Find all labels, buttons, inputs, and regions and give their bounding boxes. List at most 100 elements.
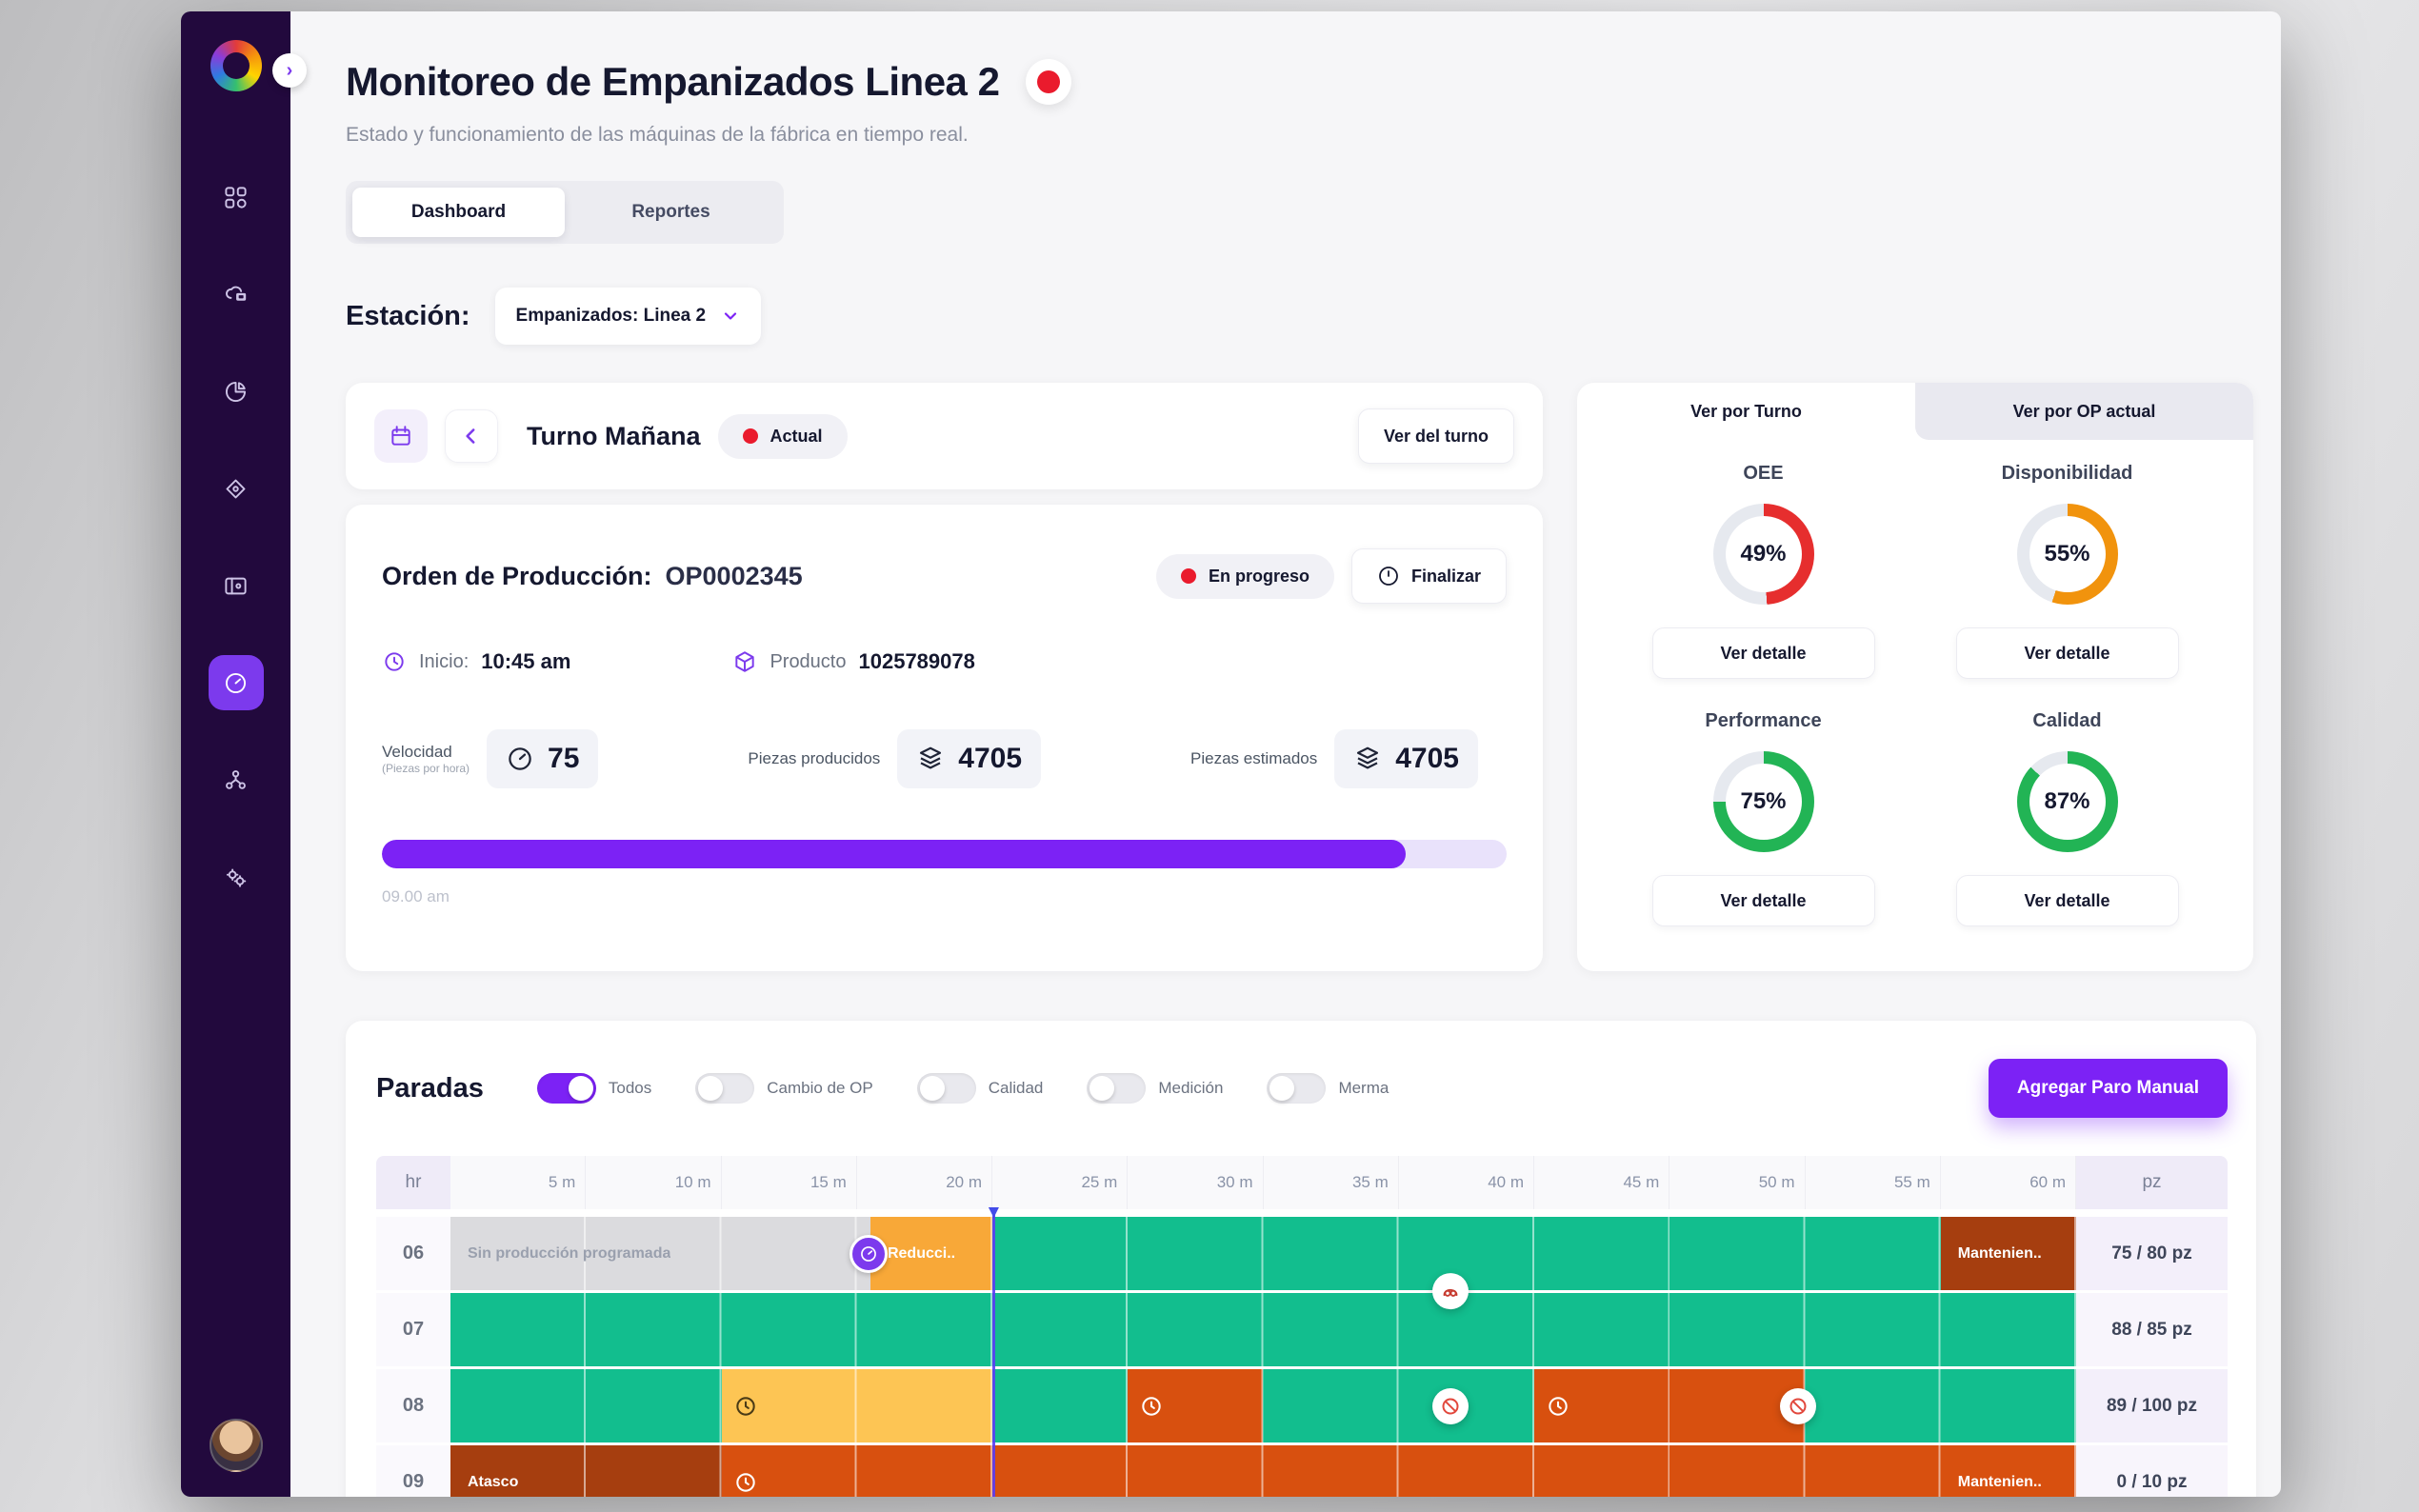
- calendar-button[interactable]: [374, 409, 428, 463]
- user-avatar[interactable]: [209, 1419, 263, 1472]
- view-shift-button[interactable]: Ver del turno: [1357, 408, 1514, 464]
- timeline-segment-stop[interactable]: Mantenien..: [1940, 1445, 2076, 1497]
- timeline-segment-running[interactable]: [450, 1369, 722, 1442]
- kpi-value: 49%: [1740, 541, 1787, 567]
- finish-order-button[interactable]: Finalizar: [1350, 548, 1507, 604]
- timeline-segment-running[interactable]: [1263, 1369, 1534, 1442]
- kpi-detail-button[interactable]: Ver detalle: [1651, 627, 1875, 679]
- segment-label: Atasco: [468, 1473, 519, 1490]
- timeline-segment-reduced[interactable]: Reducci..: [849, 1217, 992, 1290]
- produced-label: Piezas producidos: [748, 749, 881, 768]
- toggle-switch[interactable]: [1267, 1073, 1327, 1104]
- apps-grid-icon: [223, 185, 249, 210]
- production-order-card: Orden de Producción: OP0002345 En progre…: [346, 505, 1543, 971]
- timeline-segment-running[interactable]: [1805, 1369, 2076, 1442]
- clock-white-icon: [1139, 1394, 1164, 1419]
- sidebar-item-team-network[interactable]: [209, 752, 264, 807]
- order-status-badge: En progreso: [1155, 553, 1334, 599]
- tab-dashboard[interactable]: Dashboard: [352, 188, 565, 237]
- previous-shift-button[interactable]: [445, 409, 498, 463]
- station-select-value: Empanizados: Linea 2: [515, 306, 707, 326]
- view-shift-label: Ver del turno: [1383, 426, 1489, 446]
- current-time-marker: [991, 1209, 995, 1497]
- station-select[interactable]: Empanizados: Linea 2: [494, 288, 762, 345]
- sidebar-item-gauge[interactable]: [208, 655, 264, 710]
- sidebar-item-cloud-screen[interactable]: [209, 267, 264, 322]
- toggle-knob: [919, 1076, 945, 1101]
- kpi-calidad: Calidad 87% Ver detalle: [1915, 710, 2219, 945]
- filter-toggle-cambio-de-op[interactable]: Cambio de OP: [695, 1073, 873, 1104]
- timeline-segment-jam[interactable]: Atasco: [450, 1445, 722, 1497]
- filter-toggle-merma[interactable]: Merma: [1267, 1073, 1389, 1104]
- toggle-switch[interactable]: [1087, 1073, 1147, 1104]
- estimated-value: 4705: [1395, 743, 1459, 774]
- product-label: Producto: [770, 650, 847, 672]
- kpi-detail-button[interactable]: Ver detalle: [1955, 875, 2179, 926]
- timeline-segment-running[interactable]: [992, 1369, 1129, 1442]
- timeline-segment-idle[interactable]: Sin producción programada: [450, 1217, 870, 1290]
- timeline-segment-maintenance[interactable]: Mantenien..: [1940, 1217, 2076, 1290]
- hour-label: 07: [376, 1293, 450, 1366]
- filter-toggle-medición[interactable]: Medición: [1087, 1073, 1223, 1104]
- timeline-segment-running[interactable]: [991, 1217, 1941, 1290]
- chevron-down-icon: [724, 312, 737, 320]
- timeline-minute-header: 20 m: [857, 1156, 992, 1209]
- add-manual-stop-button[interactable]: Agregar Paro Manual: [1988, 1059, 2228, 1118]
- toggle-switch[interactable]: [536, 1073, 596, 1104]
- timeline-segment-stop[interactable]: [1128, 1369, 1264, 1442]
- kpi-tab-op-actual[interactable]: Ver por OP actual: [1915, 383, 2253, 440]
- toggle-knob: [698, 1076, 724, 1101]
- pieces-count: 75 / 80 pz: [2076, 1217, 2228, 1290]
- timeline-minute-header: 55 m: [1806, 1156, 1941, 1209]
- kpi-detail-button[interactable]: Ver detalle: [1955, 627, 2179, 679]
- gauge-badge-icon: [849, 1234, 888, 1273]
- page-subtitle: Estado y funcionamiento de las máquinas …: [346, 124, 969, 146]
- shift-progress-bar: [382, 840, 1507, 868]
- filter-toggle-calidad[interactable]: Calidad: [916, 1073, 1044, 1104]
- timeline-hour-header: hr: [376, 1156, 450, 1209]
- start-time-value: 10:45 am: [481, 649, 571, 673]
- station-label: Estación:: [346, 300, 470, 331]
- status-dot-icon: [742, 428, 758, 444]
- team-network-icon: [223, 767, 249, 793]
- tab-reportes[interactable]: Reportes: [631, 202, 710, 222]
- shift-status-label: Actual: [770, 426, 823, 446]
- produced-value: 4705: [958, 743, 1023, 774]
- timeline-minute-header: 50 m: [1669, 1156, 1806, 1209]
- kpi-donut-chart: 75%: [1712, 751, 1814, 852]
- kpi-tab-turno[interactable]: Ver por Turno: [1690, 401, 1802, 421]
- timeline-segment-stop[interactable]: [1533, 1369, 1806, 1442]
- app-window: › Monitoreo de Empanizados Linea 2 Estad…: [181, 11, 2281, 1497]
- segment-label: Sin producción programada: [468, 1244, 671, 1262]
- kpi-detail-button[interactable]: Ver detalle: [1651, 875, 1875, 926]
- sidebar-item-diamond-eye[interactable]: [209, 461, 264, 516]
- kpi-label: Performance: [1705, 710, 1822, 731]
- page-title: Monitoreo de Empanizados Linea 2: [346, 59, 1000, 104]
- toggle-switch[interactable]: [916, 1073, 976, 1104]
- toggle-label: Merma: [1338, 1079, 1389, 1097]
- shift-title: Turno Mañana: [527, 421, 701, 450]
- sidebar-item-gears[interactable]: [209, 849, 264, 905]
- order-label: Orden de Producción:: [382, 561, 652, 590]
- kpi-panel: Ver por Turno Ver por OP actual OEE 49% Ve…: [1577, 383, 2253, 971]
- timeline-segment-stop[interactable]: [721, 1445, 1941, 1497]
- toggle-switch[interactable]: [695, 1073, 755, 1104]
- timeline-minute-header: 30 m: [1128, 1156, 1264, 1209]
- kpi-donut-chart: 49%: [1712, 504, 1814, 605]
- sidebar-item-pie-chart[interactable]: [209, 364, 264, 419]
- timeline-segment-slow[interactable]: [721, 1369, 992, 1442]
- pretzel-icon[interactable]: [1431, 1273, 1469, 1310]
- toggle-label: Calidad: [988, 1079, 1044, 1097]
- speed-value: 75: [548, 743, 580, 774]
- clock-dark-icon: [733, 1394, 758, 1419]
- prohibited-icon[interactable]: [1431, 1387, 1469, 1424]
- prohibited-icon[interactable]: [1780, 1387, 1817, 1424]
- timeline-segment-running[interactable]: [450, 1293, 2076, 1366]
- sidebar-expand-button[interactable]: ›: [272, 53, 307, 88]
- filter-toggle-todos[interactable]: Todos: [536, 1073, 651, 1104]
- sidebar-item-apps-grid[interactable]: [209, 169, 264, 225]
- start-time-label: Inicio:: [419, 650, 470, 672]
- kpi-value: 75%: [1740, 788, 1787, 814]
- sidebar-item-kanban-card[interactable]: [209, 558, 264, 613]
- recording-dot-icon: [1037, 70, 1061, 93]
